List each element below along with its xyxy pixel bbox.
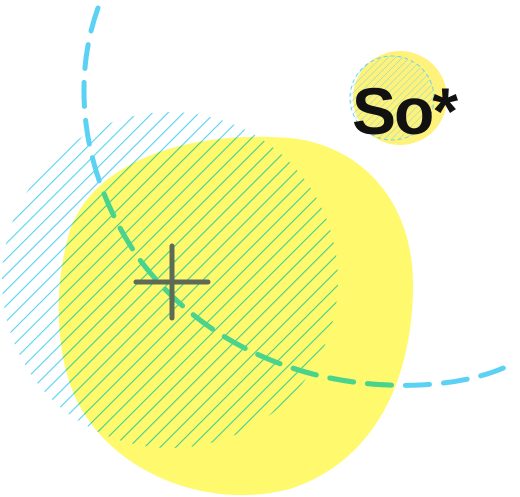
logo-hatched-circle — [350, 56, 434, 140]
logo-wordmark: So* — [352, 74, 458, 148]
dashed-orbit-arc — [81, 5, 515, 388]
crosshair-icon — [133, 243, 211, 321]
logo: So* — [349, 51, 460, 148]
logo-dashed-ring — [349, 55, 435, 141]
